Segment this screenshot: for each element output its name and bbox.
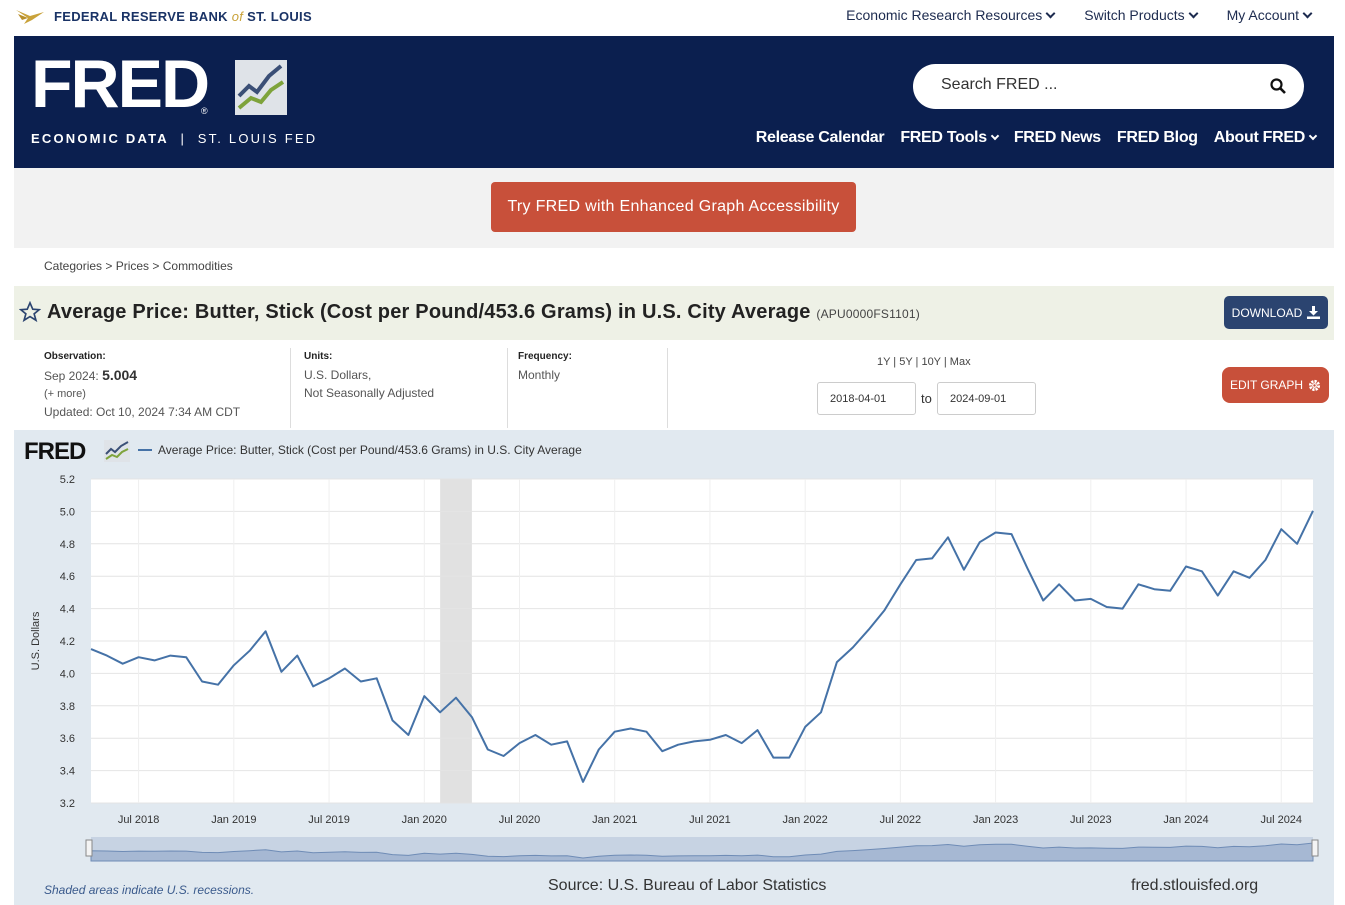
series-title: Average Price: Butter, Stick (Cost per P… <box>47 301 920 323</box>
x-tick-label: Jul 2019 <box>308 814 350 826</box>
chevron-down-icon <box>990 131 1000 141</box>
x-tick-label: Jul 2021 <box>689 814 731 826</box>
line-chart[interactable]: 3.2 3.4 3.6 3.8 4.0 4.2 4.4 4.6 4.8 5.0 5.2 Jul 201… <box>14 430 1334 905</box>
top-bar: FEDERAL RESERVE BANK of ST. LOUIS Econom… <box>0 0 1345 36</box>
y-tick-label: 4.6 <box>60 571 75 583</box>
y-tick-label: 3.6 <box>60 733 75 745</box>
eagle-icon <box>16 10 44 24</box>
nav-about-fred[interactable]: About FRED <box>1214 129 1318 147</box>
frequency-block: Frequency: Monthly <box>518 348 572 384</box>
x-tick-label: Jul 2023 <box>1070 814 1112 826</box>
frb-logo[interactable]: FEDERAL RESERVE BANK of ST. LOUIS <box>14 6 312 26</box>
chevron-down-icon <box>1045 8 1056 18</box>
my-account-menu[interactable]: My Account <box>1227 7 1313 23</box>
star-icon[interactable] <box>19 301 41 323</box>
units-adjustment: Not Seasonally Adjusted <box>304 386 435 400</box>
nav-fred-blog[interactable]: FRED Blog <box>1116 129 1198 146</box>
frequency-label: Frequency: <box>518 351 572 362</box>
x-tick-label: Jan 2019 <box>211 814 256 826</box>
observation-block: Observation: Sep 2024: 5.004 (+ more) Up… <box>44 348 240 421</box>
y-tick-label: 3.4 <box>60 766 75 778</box>
legend-label: Average Price: Butter, Stick (Cost per P… <box>158 443 582 457</box>
fred-subtitle: ECONOMIC DATA | ST. LOUIS FED <box>31 131 318 146</box>
accessibility-banner: Try FRED with Enhanced Graph Accessibili… <box>14 168 1334 248</box>
nav-release-calendar[interactable]: Release Calendar <box>755 129 885 146</box>
updated-timestamp: Updated: Oct 10, 2024 7:34 AM CDT <box>44 405 241 419</box>
y-tick-label: 3.8 <box>60 701 75 713</box>
chart-fred-logo: FRED <box>24 438 86 465</box>
x-tick-label: Jan 2023 <box>973 814 1018 826</box>
frequency-value: Monthly <box>518 368 561 382</box>
start-date-input[interactable] <box>817 382 916 415</box>
to-label: to <box>921 391 932 406</box>
y-tick-label: 5.2 <box>60 474 75 486</box>
y-tick-label: 4.2 <box>60 636 75 648</box>
nav-fred-tools[interactable]: FRED Tools <box>900 129 1000 147</box>
chevron-down-icon <box>1308 131 1318 141</box>
y-tick-label: 3.2 <box>60 798 75 810</box>
legend-swatch <box>138 449 152 451</box>
units-label: Units: <box>304 351 333 362</box>
x-tick-label: Jul 2022 <box>880 814 922 826</box>
economic-research-resources-menu[interactable]: Economic Research Resources <box>846 7 1056 23</box>
y-axis-label: U.S. Dollars <box>30 611 42 670</box>
fred-logo[interactable]: FRED <box>31 46 210 122</box>
y-tick-label: 4.8 <box>60 539 75 551</box>
search-icon[interactable] <box>1270 78 1286 94</box>
chevron-down-icon <box>1302 8 1313 18</box>
observation-label: Observation: <box>44 351 106 362</box>
frb-name: FEDERAL RESERVE BANK of ST. LOUIS <box>54 8 312 24</box>
nav-fred-news[interactable]: FRED News <box>1013 129 1101 146</box>
download-icon <box>1307 306 1321 319</box>
recession-note: Shaded areas indicate U.S. recessions. <box>44 883 255 897</box>
chevron-down-icon <box>1188 8 1199 18</box>
fred-header: FRED ® ECONOMIC DATA | ST. LOUIS FED Rel… <box>14 36 1334 168</box>
series-line <box>90 510 1314 783</box>
observation-value: Sep 2024: 5.004 <box>44 367 138 383</box>
chart-area: FRED Average Price: Butter, Stick (Cost … <box>14 430 1334 905</box>
chart-legend: Average Price: Butter, Stick (Cost per P… <box>138 443 582 457</box>
switch-products-menu[interactable]: Switch Products <box>1084 7 1199 23</box>
range-selector[interactable]: 1Y | 5Y | 10Y | Max <box>877 356 971 368</box>
gear-icon <box>1308 379 1321 391</box>
x-tick-label: Jan 2022 <box>783 814 828 826</box>
y-tick-label: 5.0 <box>60 506 75 518</box>
chart-url[interactable]: fred.stlouisfed.org <box>1131 877 1259 894</box>
series-id: (APU0000FS1101) <box>816 307 920 321</box>
navigator-series <box>90 842 1314 862</box>
y-tick-label: 4.0 <box>60 668 75 680</box>
divider <box>290 348 291 428</box>
more-observations-link[interactable]: (+ more) <box>44 388 86 400</box>
units-block: Units: U.S. Dollars, Not Seasonally Adju… <box>304 348 434 402</box>
try-accessibility-button[interactable]: Try FRED with Enhanced Graph Accessibili… <box>491 182 856 232</box>
units-value: U.S. Dollars, <box>304 368 372 382</box>
x-tick-label: Jan 2020 <box>402 814 447 826</box>
divider <box>667 348 668 428</box>
x-tick-label: Jan 2021 <box>592 814 637 826</box>
x-tick-label: Jan 2024 <box>1163 814 1208 826</box>
top-nav: Economic Research Resources Switch Produ… <box>846 7 1313 23</box>
y-tick-label: 4.4 <box>60 604 75 616</box>
registered-mark: ® <box>201 106 208 116</box>
end-date-input[interactable] <box>937 382 1036 415</box>
edit-graph-button[interactable]: EDIT GRAPH <box>1222 367 1329 403</box>
main-nav: Release Calendar FRED Tools FRED News FR… <box>755 129 1318 147</box>
chart-source: Source: U.S. Bureau of Labor Statistics <box>548 877 827 894</box>
divider <box>507 348 508 428</box>
x-tick-label: Jul 2018 <box>118 814 160 826</box>
navigator-handle-right <box>1311 839 1319 857</box>
breadcrumb[interactable]: Categories > Prices > Commodities <box>44 259 233 273</box>
fred-chart-icon <box>104 440 130 462</box>
download-button[interactable]: DOWNLOAD <box>1224 296 1328 329</box>
navigator-handle-left <box>85 839 93 857</box>
search-input[interactable] <box>941 76 1241 94</box>
fred-chart-icon <box>235 60 287 115</box>
series-title-bar: Average Price: Butter, Stick (Cost per P… <box>14 286 1334 340</box>
search-box <box>913 64 1304 109</box>
x-tick-label: Jul 2020 <box>499 814 541 826</box>
x-tick-label: Jul 2024 <box>1260 814 1302 826</box>
